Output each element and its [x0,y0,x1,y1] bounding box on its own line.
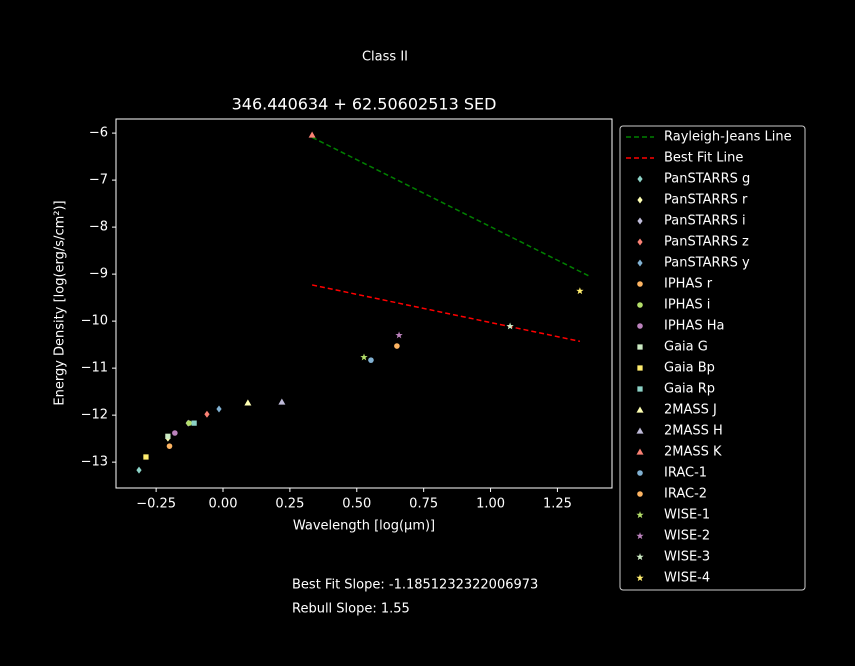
point [165,433,171,439]
legend-label: PanSTARRS z [664,235,749,250]
point [394,343,400,349]
point [576,287,584,295]
point [191,420,197,426]
legend-label: IRAC-2 [664,487,707,502]
point [204,410,210,418]
suptitle: Class II [362,50,408,65]
legend-box [619,125,806,591]
legend-swatch [637,238,643,246]
point [278,398,286,405]
legend-label: 2MASS K [664,445,722,460]
y-tick-label: −11 [81,361,108,376]
point [308,131,316,138]
point [186,420,192,426]
plot-frame [115,118,613,489]
point [368,357,374,363]
legend-label: 2MASS J [664,403,717,418]
legend-label: PanSTARRS y [664,256,750,271]
legend-label: IRAC-1 [664,466,707,481]
legend-swatch [637,386,643,392]
legend-label: Best Fit Line [664,151,743,166]
y-axis-label: Energy Density [log(erg/s/cm²)] [53,200,68,405]
legend-label: PanSTARRS g [664,172,750,187]
x-tick-label: 0.00 [209,497,238,512]
point [143,454,149,460]
legend-label: WISE-2 [664,529,710,544]
legend-swatch [637,259,643,267]
point [506,322,514,330]
y-tick-label: −10 [81,314,108,329]
x-tick-label: 1.25 [543,497,572,512]
legend-swatch [637,323,643,329]
legend-swatch [637,491,643,497]
x-tick-label: 0.50 [342,497,371,512]
x-tick-label: 0.25 [275,497,304,512]
x-tick-label: 0.75 [409,497,438,512]
legend-swatch [636,532,644,540]
legend-label: IPHAS r [664,277,713,292]
legend-label: IPHAS Ha [664,319,724,334]
legend-label: Gaia Bp [664,361,715,376]
y-tick-label: −7 [89,173,108,188]
legend-label: WISE-4 [664,571,710,586]
y-tick-label: −9 [89,267,108,282]
y-tick-label: −13 [81,455,108,470]
legend-swatch [636,427,644,434]
legend-swatch [637,365,643,371]
point [395,331,403,339]
x-tick-label: −0.25 [136,497,176,512]
y-tick-label: −8 [89,220,108,235]
legend-swatch [637,217,643,225]
legend-label: IPHAS i [664,298,710,313]
line [311,284,581,343]
legend-label: Gaia G [664,340,708,355]
annotation: Rebull Slope: 1.55 [292,602,410,617]
legend-swatch [637,302,643,308]
point [136,466,142,474]
point [360,353,368,361]
x-tick-label: 1.00 [476,497,505,512]
line [311,136,592,278]
legend-label: PanSTARRS i [664,214,746,229]
legend-label: 2MASS H [664,424,723,439]
annotation: Best Fit Slope: -1.1851232322006973 [292,578,538,593]
legend-swatch [637,344,643,350]
legend-swatch [636,553,644,561]
legend-swatch [637,175,643,183]
legend-swatch [637,281,643,287]
legend-label: WISE-3 [664,550,710,565]
chart-title: 346.440634 + 62.50602513 SED [232,95,497,114]
legend-swatch [636,448,644,455]
point [216,405,222,413]
legend-label: Gaia Rp [664,382,715,397]
y-tick-label: −6 [89,126,108,141]
point [244,399,252,406]
point [172,430,178,436]
legend-swatch [636,406,644,413]
legend-label: WISE-1 [664,508,710,523]
legend-label: PanSTARRS r [664,193,748,208]
legend-swatch [637,196,643,204]
point [166,443,173,449]
x-axis-label: Wavelength [log(μm)] [293,519,435,534]
legend-swatch [637,470,643,476]
legend-swatch [636,511,644,519]
legend-label: Rayleigh-Jeans Line [664,130,792,145]
y-tick-label: −12 [81,408,108,423]
legend-swatch [636,574,644,582]
